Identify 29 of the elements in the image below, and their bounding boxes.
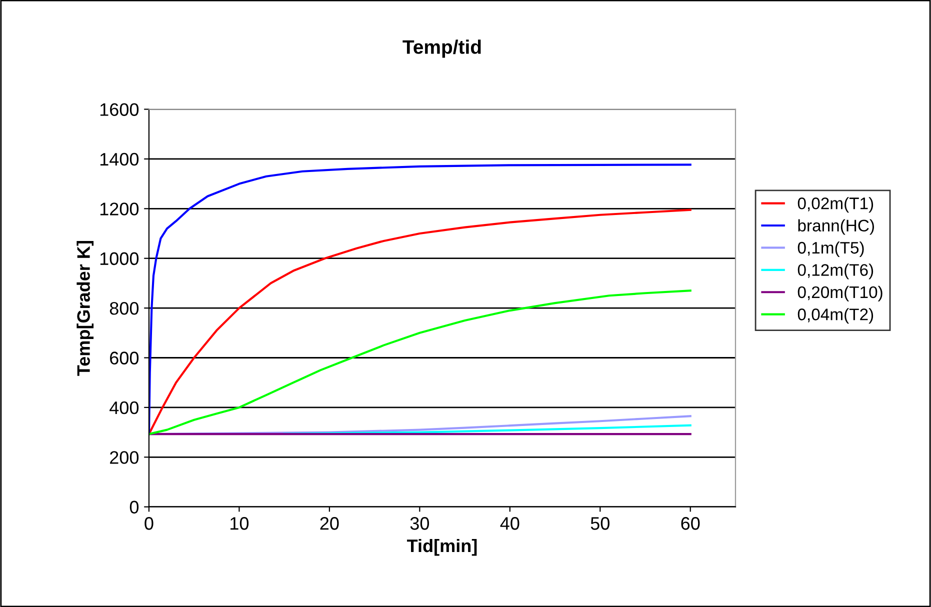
x-tick-label: 0 [144, 517, 154, 530]
y-tick-label: 0 [130, 500, 139, 514]
x-tick-label: 10 [230, 517, 249, 530]
x-tick-label: 50 [590, 517, 610, 530]
x-tick-label: 20 [320, 517, 339, 530]
legend-label: 0,12m(T6) [798, 264, 874, 280]
legend-label: 0,02m(T1) [798, 197, 874, 213]
chart-title: Temp/tid [402, 40, 481, 58]
line-series [148, 164, 692, 436]
x-tick-label: 40 [500, 517, 520, 530]
y-tick-label: 400 [110, 401, 139, 414]
legend-label: 0,20m(T10) [798, 286, 882, 302]
y-tick-label: 200 [110, 451, 139, 464]
x-axis-title: Tid[min] [406, 538, 477, 556]
y-tick-label: 800 [110, 302, 139, 315]
y-tick-label: 600 [110, 352, 139, 364]
legend-label: brann(HC) [798, 219, 874, 235]
x-tick-label: 60 [681, 517, 700, 530]
legend-label: 0,1m(T5) [798, 241, 864, 257]
y-tick-label: 1200 [100, 202, 139, 216]
legend-label: 0,04m(T2) [798, 308, 874, 324]
line-series [148, 208, 692, 436]
y-tick-label: 1000 [100, 252, 139, 266]
x-tick-label: 30 [410, 517, 430, 530]
line-series [283, 424, 692, 435]
line-series [148, 290, 692, 436]
y-tick-label: 1600 [100, 103, 139, 116]
y-tick-label: 1400 [100, 152, 139, 166]
y-axis-title: Temp[Grader K] [76, 241, 94, 376]
